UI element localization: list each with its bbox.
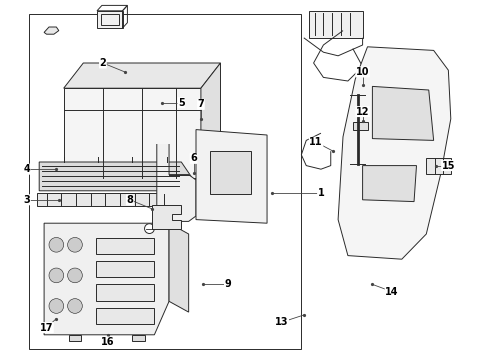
Bar bbox=[96, 284, 154, 301]
Bar bbox=[96, 261, 154, 277]
Bar bbox=[96, 308, 154, 324]
Polygon shape bbox=[152, 205, 181, 229]
Polygon shape bbox=[44, 27, 59, 34]
Text: 1: 1 bbox=[318, 188, 324, 198]
Bar bbox=[97, 11, 122, 28]
Text: 13: 13 bbox=[275, 317, 289, 327]
Polygon shape bbox=[64, 63, 220, 88]
Bar bbox=[353, 122, 368, 130]
Text: 8: 8 bbox=[126, 195, 133, 205]
Circle shape bbox=[68, 238, 82, 252]
Circle shape bbox=[49, 238, 64, 252]
Circle shape bbox=[49, 268, 64, 283]
Polygon shape bbox=[69, 335, 81, 341]
Ellipse shape bbox=[166, 74, 183, 81]
Circle shape bbox=[145, 224, 154, 234]
Bar bbox=[309, 11, 363, 38]
Bar bbox=[426, 158, 451, 174]
Text: 4: 4 bbox=[24, 164, 30, 174]
Text: 5: 5 bbox=[178, 98, 185, 108]
Polygon shape bbox=[196, 130, 267, 223]
Bar bbox=[29, 14, 301, 349]
Text: 16: 16 bbox=[101, 337, 115, 347]
Text: 2: 2 bbox=[99, 58, 106, 68]
Text: 11: 11 bbox=[309, 137, 323, 147]
Text: 17: 17 bbox=[40, 323, 53, 333]
Text: 14: 14 bbox=[385, 287, 399, 297]
Text: 6: 6 bbox=[190, 153, 197, 163]
Polygon shape bbox=[363, 166, 416, 202]
Text: 12: 12 bbox=[356, 107, 369, 117]
Text: 15: 15 bbox=[441, 161, 455, 171]
Polygon shape bbox=[39, 162, 191, 191]
Bar bbox=[176, 189, 184, 210]
Polygon shape bbox=[338, 47, 451, 259]
Circle shape bbox=[68, 299, 82, 313]
Ellipse shape bbox=[136, 74, 153, 81]
Polygon shape bbox=[157, 144, 196, 221]
Ellipse shape bbox=[158, 72, 190, 83]
Bar bbox=[101, 14, 119, 25]
Text: 9: 9 bbox=[224, 279, 231, 289]
Bar bbox=[96, 238, 154, 254]
Polygon shape bbox=[169, 223, 189, 312]
Polygon shape bbox=[132, 335, 145, 341]
Polygon shape bbox=[372, 86, 434, 140]
Polygon shape bbox=[201, 63, 220, 178]
Ellipse shape bbox=[129, 72, 161, 83]
Circle shape bbox=[68, 268, 82, 283]
Text: 7: 7 bbox=[197, 99, 204, 109]
Bar bbox=[37, 193, 176, 206]
Bar bbox=[210, 151, 251, 194]
Text: 3: 3 bbox=[24, 195, 30, 205]
Polygon shape bbox=[64, 88, 201, 178]
Text: 10: 10 bbox=[356, 67, 369, 77]
Polygon shape bbox=[44, 223, 169, 335]
Circle shape bbox=[49, 299, 64, 313]
Polygon shape bbox=[122, 175, 137, 185]
